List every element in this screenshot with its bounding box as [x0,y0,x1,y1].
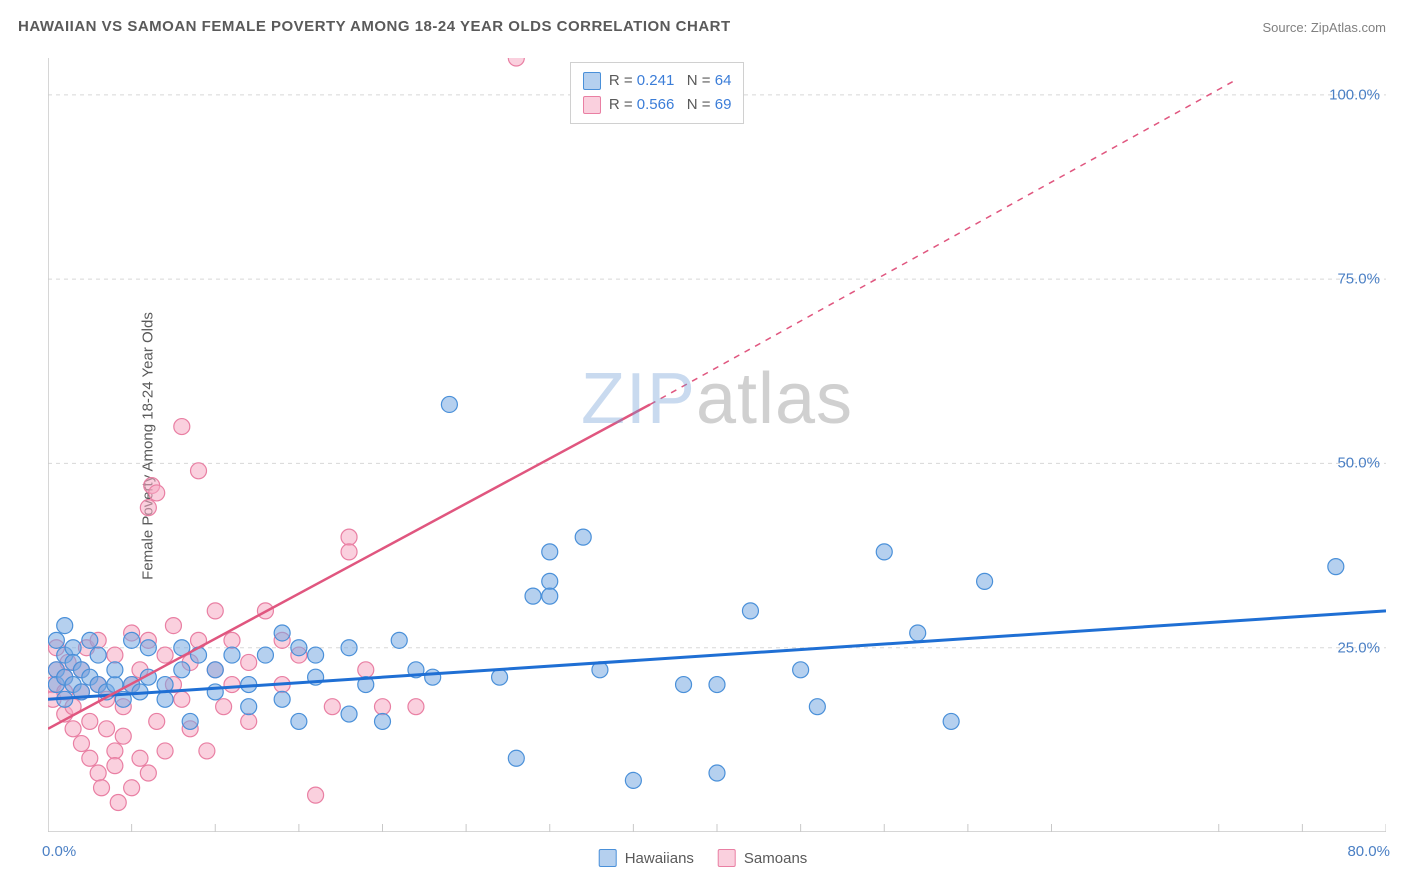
stats-legend-row: R = 0.241 N = 64 [583,69,732,93]
stats-legend-row: R = 0.566 N = 69 [583,93,732,117]
stats-text: R = 0.566 N = 69 [609,93,732,117]
series-legend-item: Hawaiians [599,849,694,867]
series-legend-label: Samoans [744,850,807,867]
source-attribution: Source: ZipAtlas.com [1262,20,1386,35]
series-legend-item: Samoans [718,849,807,867]
x-tick-max: 80.0% [1347,843,1390,860]
blue-swatch-icon [599,849,617,867]
blue-swatch-icon [583,72,601,90]
pink-swatch-icon [718,849,736,867]
x-tick-min: 0.0% [42,843,76,860]
plot-area: ZIPatlas 0.0% 80.0% R = 0.241 N = 64R = … [48,58,1386,832]
series-legend-label: Hawaiians [625,850,694,867]
y-tick-label: 75.0% [1337,271,1380,288]
stats-text: R = 0.241 N = 64 [609,69,732,93]
series-legend: Hawaiians Samoans [599,849,808,867]
y-tick-label: 25.0% [1337,639,1380,656]
chart-title: HAWAIIAN VS SAMOAN FEMALE POVERTY AMONG … [18,18,731,35]
scatter-plot-svg [48,58,1386,832]
y-tick-label: 50.0% [1337,455,1380,472]
y-tick-label: 100.0% [1329,86,1380,103]
stats-legend: R = 0.241 N = 64R = 0.566 N = 69 [570,62,745,124]
chart-container: HAWAIIAN VS SAMOAN FEMALE POVERTY AMONG … [0,0,1406,892]
pink-swatch-icon [583,96,601,114]
